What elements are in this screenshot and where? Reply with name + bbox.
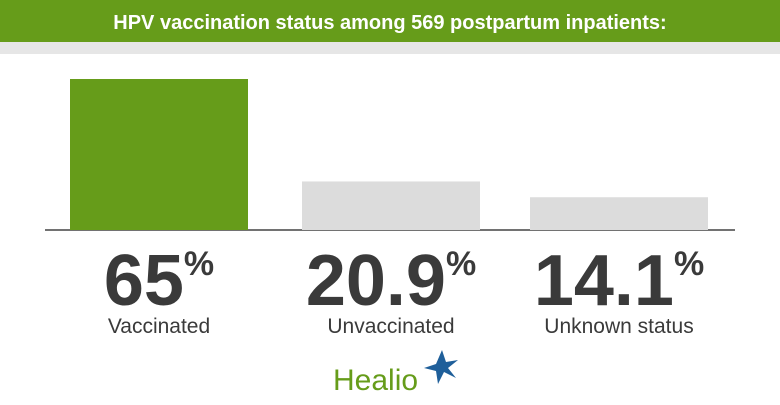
title-band bbox=[0, 0, 780, 42]
bar bbox=[70, 79, 248, 230]
bar bbox=[302, 181, 480, 230]
bar bbox=[530, 197, 708, 230]
category-label: Unknown status bbox=[544, 315, 693, 338]
logo-star bbox=[424, 350, 458, 384]
category-label: Unvaccinated bbox=[327, 315, 454, 338]
chart-title: HPV vaccination status among 569 postpar… bbox=[113, 12, 666, 34]
category-label: Vaccinated bbox=[108, 315, 210, 338]
value-label: 14.1% bbox=[534, 241, 704, 321]
title-stripe bbox=[0, 42, 780, 54]
logo-text: Healio bbox=[333, 364, 418, 397]
logo: Healio bbox=[333, 350, 458, 397]
value-label: 65% bbox=[104, 241, 214, 321]
value-label: 20.9% bbox=[306, 241, 476, 321]
